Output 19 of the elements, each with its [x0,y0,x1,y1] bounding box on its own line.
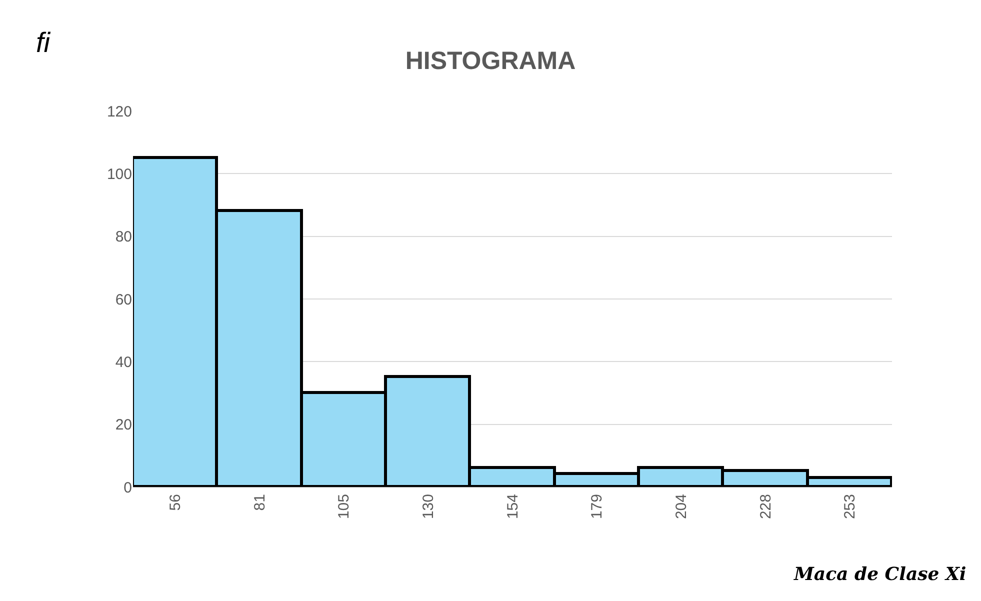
y-tick-label: 20 [115,416,132,434]
x-tick-label: 228 [757,494,774,520]
x-axis-title: Maca de Clase Xi [793,564,966,585]
x-tick-label: 105 [336,494,353,520]
y-tick-label: 40 [115,354,132,371]
x-tick-label: 154 [504,494,522,520]
y-tick-label: 100 [106,166,132,183]
y-tick-label: 0 [124,479,132,496]
y-tick-label: 60 [115,291,132,308]
x-tick-label: 179 [588,494,606,520]
y-axis-title: fi [36,27,51,58]
chart-title: HISTOGRAMA [405,46,576,75]
y-tick-label: 80 [115,228,132,246]
x-tick-label: 253 [842,494,859,520]
y-tick-label: 120 [106,103,132,120]
x-tick-label: 204 [673,494,690,520]
x-tick-label: 81 [251,494,268,511]
x-tick-label: 56 [167,494,184,511]
x-tick-label: 130 [420,494,438,520]
